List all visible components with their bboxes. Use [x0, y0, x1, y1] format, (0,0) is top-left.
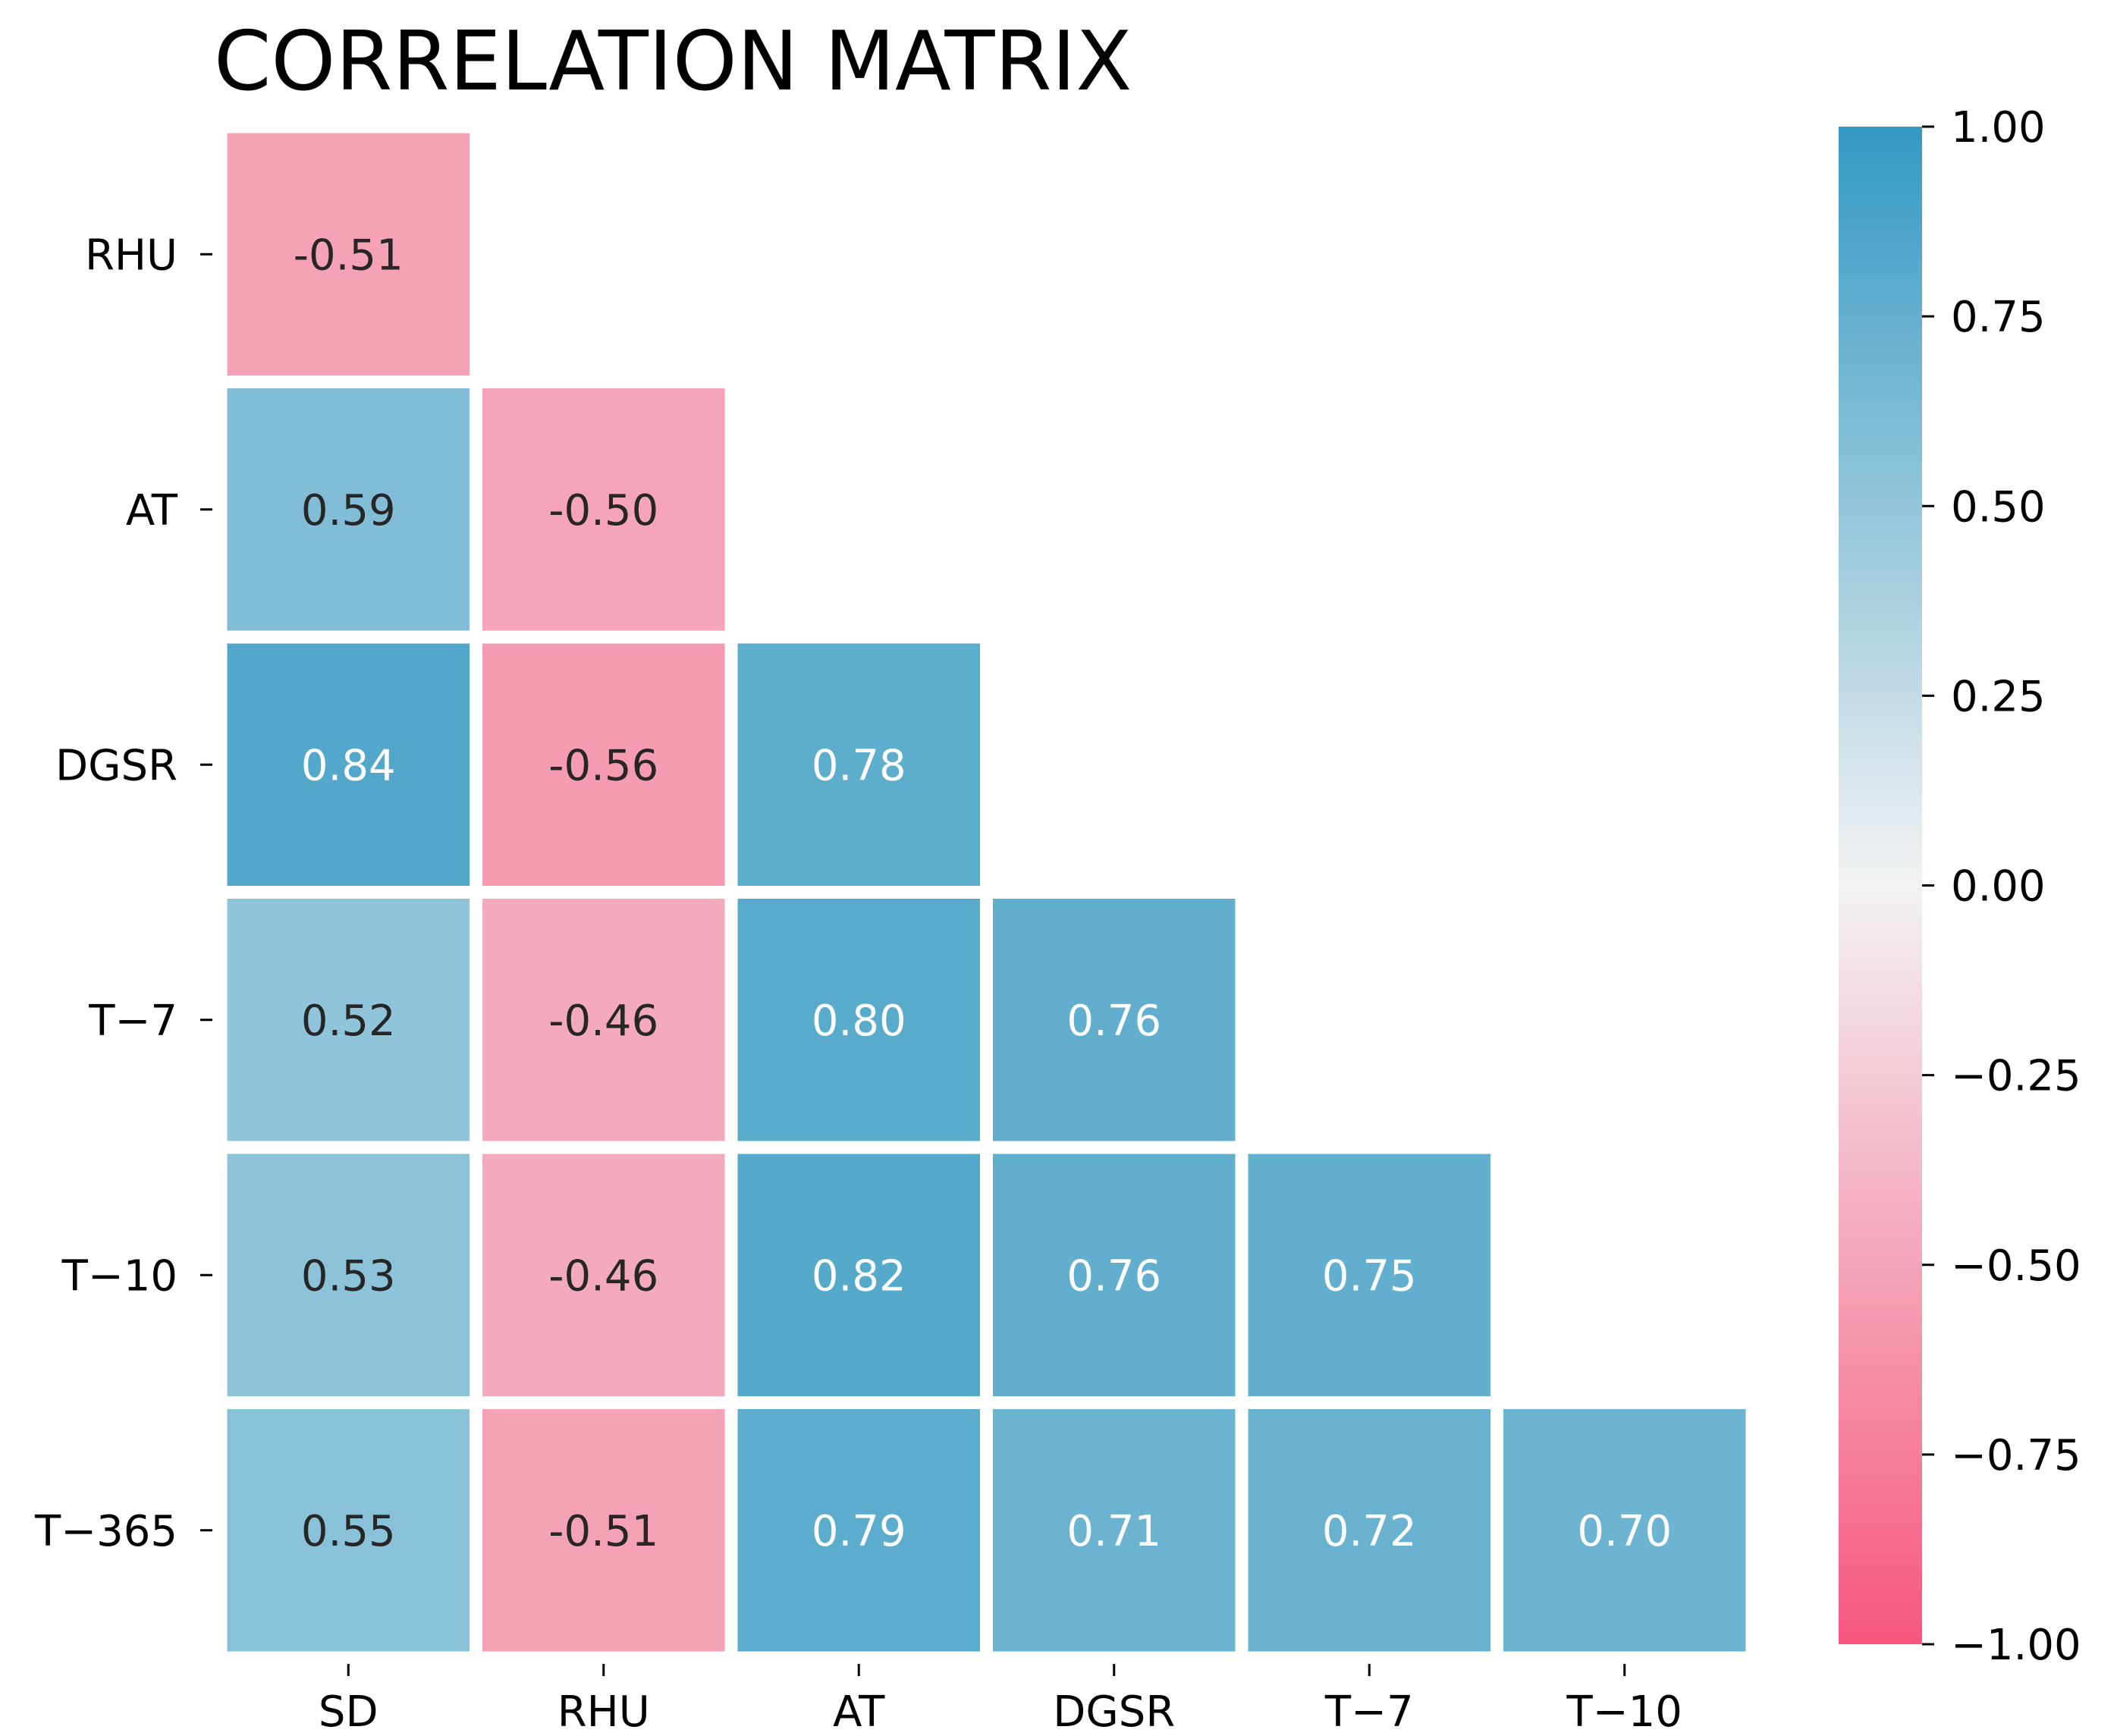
cell-value-label: 0.53: [301, 1251, 396, 1301]
y-tick-label: DGSR: [55, 741, 177, 790]
cell-value-label: 0.70: [1577, 1507, 1672, 1556]
y-tick-label: T−10: [61, 1251, 177, 1301]
heatmap-cell: [227, 899, 470, 1141]
y-tick-label: T−365: [34, 1507, 177, 1556]
cell-value-label: -0.46: [548, 997, 658, 1046]
heatmap-cell: [482, 1154, 725, 1396]
heatmap-cell: [227, 133, 470, 375]
heatmap-cell: [227, 1409, 470, 1652]
colorbar-ticks: 1.00 0.75 0.50 0.25 0.00 −0.25 −0.50 −0.75 −1.00: [1922, 103, 2081, 1670]
heatmap-cell: [1248, 1154, 1490, 1396]
colorbar-tick-label: −0.25: [1951, 1052, 2081, 1101]
colorbar-tick-label: −1.00: [1951, 1621, 2081, 1670]
heatmap-cell: [737, 899, 980, 1141]
heatmap-cell: [482, 388, 725, 631]
heatmap-cell: [227, 643, 470, 886]
colorbar-tick-label: 0.50: [1951, 482, 2046, 532]
heatmap-cell: [993, 1409, 1236, 1652]
heatmap-cell: [993, 1154, 1236, 1396]
heatmap-cell: [482, 643, 725, 886]
y-tick-label: AT: [126, 486, 178, 535]
colorbar-tick-label: −0.50: [1951, 1242, 2081, 1291]
cell-value-label: -0.56: [548, 741, 658, 790]
heatmap-cell: [1248, 1409, 1490, 1652]
x-axis: SD RHU AT DGSR T−7 T−10: [319, 1664, 1682, 1736]
heatmap-cell: [1503, 1409, 1746, 1652]
x-tick-label: T−7: [1324, 1687, 1414, 1736]
cell-value-label: 0.79: [812, 1507, 906, 1556]
cell-value-label: -0.50: [548, 486, 658, 535]
chart-title: CORRELATION MATRIX: [214, 14, 1132, 109]
colorbar-tick-label: 0.75: [1951, 293, 2046, 342]
colorbar-gradient: [1839, 127, 1922, 1644]
heatmap-cell: [482, 899, 725, 1141]
cell-value-label: 0.82: [812, 1251, 906, 1301]
colorbar-tick-label: 0.25: [1951, 672, 2046, 721]
colorbar-tick-label: 1.00: [1951, 103, 2046, 152]
heatmap-cell: [737, 1154, 980, 1396]
heatmap-cell: [482, 1409, 725, 1652]
cell-value-label: -0.51: [294, 231, 404, 280]
cell-value-label: -0.46: [548, 1251, 658, 1301]
y-tick-label: T−7: [88, 997, 177, 1046]
cell-value-label: 0.52: [301, 997, 396, 1046]
cell-value-label: 0.71: [1066, 1507, 1161, 1556]
heatmap-cell: [737, 1409, 980, 1652]
cell-value-label: 0.80: [812, 997, 906, 1046]
colorbar-tick-label: −0.75: [1951, 1431, 2081, 1480]
x-tick-label: DGSR: [1053, 1687, 1175, 1736]
colorbar: 1.00 0.75 0.50 0.25 0.00 −0.25 −0.50 −0.75 −1.00: [1839, 103, 2081, 1670]
cell-value-label: 0.59: [301, 486, 396, 535]
colorbar-tick-label: 0.00: [1951, 862, 2046, 912]
cell-value-label: -0.51: [548, 1507, 658, 1556]
cell-value-label: 0.72: [1322, 1507, 1417, 1556]
heatmap-cell: [227, 1154, 470, 1396]
y-axis: RHU AT DGSR T−7 T−10 T−365: [34, 231, 212, 1556]
cell-value-label: 0.76: [1066, 1251, 1161, 1301]
heatmap-cell: [993, 899, 1236, 1141]
y-tick-label: RHU: [85, 231, 177, 280]
x-tick-label: AT: [833, 1687, 885, 1736]
heatmap-cell: [737, 643, 980, 886]
x-tick-label: SD: [319, 1687, 378, 1736]
cell-value-label: 0.55: [301, 1507, 396, 1556]
cell-value-label: 0.76: [1066, 997, 1161, 1046]
cell-value-label: 0.78: [812, 741, 906, 790]
heatmap-cells: -0.51 0.59 -0.50 0.84 -0.56 0.78 0.52 -0.46 0.80…: [227, 133, 1746, 1652]
cell-value-label: 0.84: [301, 741, 396, 790]
heatmap-cell: [227, 388, 470, 631]
x-tick-label: T−10: [1566, 1687, 1682, 1736]
cell-value-label: 0.75: [1322, 1251, 1417, 1301]
x-tick-label: RHU: [558, 1687, 650, 1736]
